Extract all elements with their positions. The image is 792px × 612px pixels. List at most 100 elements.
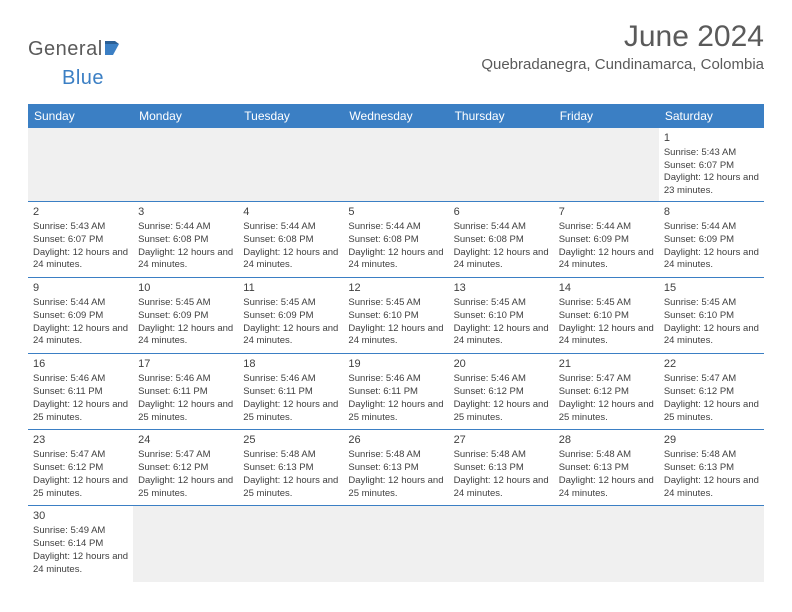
day-number: 6 (454, 205, 549, 220)
sunset-line: Sunset: 6:12 PM (559, 386, 654, 399)
daylight-line: Daylight: 12 hours and 25 minutes. (454, 399, 549, 425)
calendar-cell (133, 506, 238, 582)
sunrise-line: Sunrise: 5:44 AM (348, 221, 443, 234)
daylight-line: Daylight: 12 hours and 24 minutes. (454, 475, 549, 501)
calendar-cell (659, 506, 764, 582)
daylight-line: Daylight: 12 hours and 24 minutes. (664, 247, 759, 273)
day-number: 10 (138, 281, 233, 296)
calendar-row: 16Sunrise: 5:46 AMSunset: 6:11 PMDayligh… (28, 354, 764, 430)
calendar-cell: 3Sunrise: 5:44 AMSunset: 6:08 PMDaylight… (133, 202, 238, 278)
day-header: Saturday (659, 104, 764, 128)
daylight-line: Daylight: 12 hours and 24 minutes. (559, 247, 654, 273)
daylight-line: Daylight: 12 hours and 24 minutes. (243, 323, 338, 349)
calendar-cell: 5Sunrise: 5:44 AMSunset: 6:08 PMDaylight… (343, 202, 448, 278)
day-number: 29 (664, 433, 759, 448)
daylight-line: Daylight: 12 hours and 24 minutes. (33, 551, 128, 577)
day-number: 19 (348, 357, 443, 372)
calendar-cell: 1Sunrise: 5:43 AMSunset: 6:07 PMDaylight… (659, 128, 764, 202)
sunset-line: Sunset: 6:08 PM (243, 234, 338, 247)
sunrise-line: Sunrise: 5:45 AM (559, 297, 654, 310)
title-block: June 2024 Quebradanegra, Cundinamarca, C… (481, 20, 764, 73)
daylight-line: Daylight: 12 hours and 25 minutes. (664, 399, 759, 425)
sunset-line: Sunset: 6:09 PM (559, 234, 654, 247)
day-number: 25 (243, 433, 338, 448)
sunrise-line: Sunrise: 5:45 AM (664, 297, 759, 310)
day-number: 8 (664, 205, 759, 220)
day-header: Monday (133, 104, 238, 128)
daylight-line: Daylight: 12 hours and 24 minutes. (454, 247, 549, 273)
calendar-body: 1Sunrise: 5:43 AMSunset: 6:07 PMDaylight… (28, 128, 764, 582)
day-number: 27 (454, 433, 549, 448)
daylight-line: Daylight: 12 hours and 25 minutes. (348, 399, 443, 425)
calendar-cell (554, 128, 659, 202)
sunset-line: Sunset: 6:13 PM (348, 462, 443, 475)
calendar-cell: 14Sunrise: 5:45 AMSunset: 6:10 PMDayligh… (554, 278, 659, 354)
header: GeneralBlue June 2024 Quebradanegra, Cun… (0, 0, 792, 98)
calendar-cell (449, 506, 554, 582)
daylight-line: Daylight: 12 hours and 25 minutes. (559, 399, 654, 425)
daylight-line: Daylight: 12 hours and 25 minutes. (243, 399, 338, 425)
daylight-line: Daylight: 12 hours and 24 minutes. (243, 247, 338, 273)
sunrise-line: Sunrise: 5:49 AM (33, 525, 128, 538)
calendar-cell: 13Sunrise: 5:45 AMSunset: 6:10 PMDayligh… (449, 278, 554, 354)
sunrise-line: Sunrise: 5:47 AM (664, 373, 759, 386)
calendar-cell (449, 128, 554, 202)
sunset-line: Sunset: 6:07 PM (33, 234, 128, 247)
sunrise-line: Sunrise: 5:48 AM (664, 449, 759, 462)
sunset-line: Sunset: 6:11 PM (33, 386, 128, 399)
calendar-table: SundayMondayTuesdayWednesdayThursdayFrid… (28, 104, 764, 582)
sunset-line: Sunset: 6:10 PM (348, 310, 443, 323)
calendar-cell: 17Sunrise: 5:46 AMSunset: 6:11 PMDayligh… (133, 354, 238, 430)
day-number: 1 (664, 131, 759, 146)
day-number: 17 (138, 357, 233, 372)
calendar-cell (133, 128, 238, 202)
daylight-line: Daylight: 12 hours and 24 minutes. (348, 247, 443, 273)
sunset-line: Sunset: 6:10 PM (559, 310, 654, 323)
day-number: 11 (243, 281, 338, 296)
day-number: 3 (138, 205, 233, 220)
sunset-line: Sunset: 6:13 PM (559, 462, 654, 475)
day-header: Thursday (449, 104, 554, 128)
sunrise-line: Sunrise: 5:47 AM (33, 449, 128, 462)
sunrise-line: Sunrise: 5:46 AM (138, 373, 233, 386)
calendar-cell: 25Sunrise: 5:48 AMSunset: 6:13 PMDayligh… (238, 430, 343, 506)
sunrise-line: Sunrise: 5:47 AM (559, 373, 654, 386)
sunset-line: Sunset: 6:12 PM (138, 462, 233, 475)
logo: GeneralBlue (28, 38, 127, 90)
calendar-cell: 16Sunrise: 5:46 AMSunset: 6:11 PMDayligh… (28, 354, 133, 430)
sunrise-line: Sunrise: 5:46 AM (33, 373, 128, 386)
day-number: 4 (243, 205, 338, 220)
day-header: Sunday (28, 104, 133, 128)
sunrise-line: Sunrise: 5:44 AM (664, 221, 759, 234)
calendar-row: 2Sunrise: 5:43 AMSunset: 6:07 PMDaylight… (28, 202, 764, 278)
calendar-cell: 9Sunrise: 5:44 AMSunset: 6:09 PMDaylight… (28, 278, 133, 354)
day-number: 12 (348, 281, 443, 296)
sunrise-line: Sunrise: 5:44 AM (454, 221, 549, 234)
daylight-line: Daylight: 12 hours and 24 minutes. (559, 475, 654, 501)
day-header: Wednesday (343, 104, 448, 128)
sunset-line: Sunset: 6:08 PM (454, 234, 549, 247)
calendar-cell (343, 506, 448, 582)
sunset-line: Sunset: 6:12 PM (454, 386, 549, 399)
sunrise-line: Sunrise: 5:48 AM (243, 449, 338, 462)
calendar-row: 1Sunrise: 5:43 AMSunset: 6:07 PMDaylight… (28, 128, 764, 202)
day-number: 5 (348, 205, 443, 220)
sunrise-line: Sunrise: 5:46 AM (454, 373, 549, 386)
calendar-cell: 11Sunrise: 5:45 AMSunset: 6:09 PMDayligh… (238, 278, 343, 354)
calendar-cell (238, 506, 343, 582)
sunrise-line: Sunrise: 5:44 AM (33, 297, 128, 310)
calendar-row: 9Sunrise: 5:44 AMSunset: 6:09 PMDaylight… (28, 278, 764, 354)
calendar-cell: 28Sunrise: 5:48 AMSunset: 6:13 PMDayligh… (554, 430, 659, 506)
calendar-cell: 10Sunrise: 5:45 AMSunset: 6:09 PMDayligh… (133, 278, 238, 354)
sunrise-line: Sunrise: 5:43 AM (33, 221, 128, 234)
daylight-line: Daylight: 12 hours and 24 minutes. (559, 323, 654, 349)
sunrise-line: Sunrise: 5:43 AM (664, 147, 759, 160)
day-number: 20 (454, 357, 549, 372)
day-number: 13 (454, 281, 549, 296)
calendar-cell (343, 128, 448, 202)
calendar-cell: 4Sunrise: 5:44 AMSunset: 6:08 PMDaylight… (238, 202, 343, 278)
daylight-line: Daylight: 12 hours and 25 minutes. (243, 475, 338, 501)
page-title: June 2024 (481, 20, 764, 54)
calendar-cell: 27Sunrise: 5:48 AMSunset: 6:13 PMDayligh… (449, 430, 554, 506)
sunset-line: Sunset: 6:10 PM (454, 310, 549, 323)
